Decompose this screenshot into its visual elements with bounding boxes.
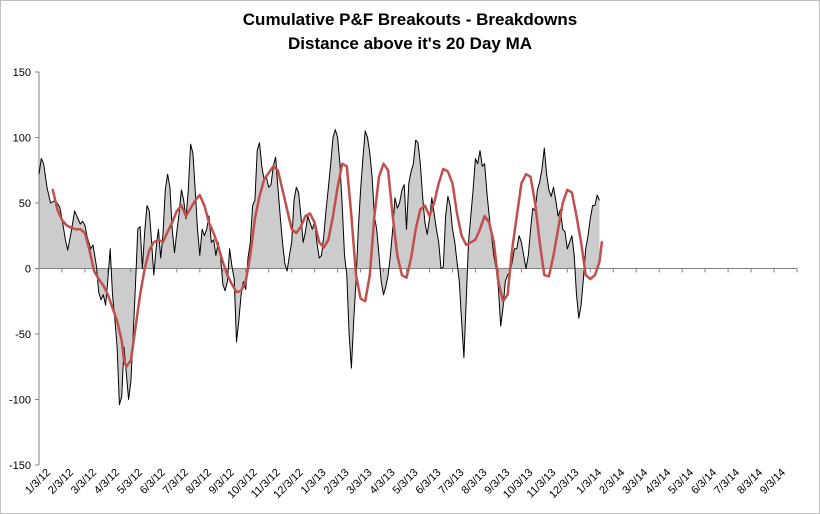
x-tick-label: 9/3/14	[758, 467, 788, 497]
y-tick-label: 0	[25, 264, 31, 276]
y-tick-label: -50	[15, 329, 31, 341]
y-tick-label: -100	[9, 395, 31, 407]
series-line-black	[38, 129, 600, 406]
series-line-red	[51, 162, 604, 369]
y-tick-label: 150	[13, 67, 31, 79]
chart-title-line-2: Distance above it's 20 Day MA	[287, 34, 533, 53]
y-tick-label: -150	[9, 460, 31, 472]
chart-title-line-1: Cumulative P&F Breakouts - Breakdowns	[242, 10, 578, 29]
y-tick-label: 50	[19, 198, 31, 210]
y-tick-label: 100	[13, 133, 31, 145]
chart-title: Cumulative P&F Breakouts - Breakdowns Di…	[0, 8, 820, 56]
series-area-fill	[39, 129, 600, 405]
